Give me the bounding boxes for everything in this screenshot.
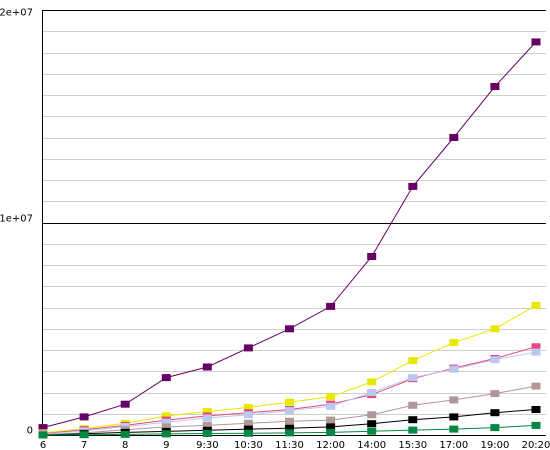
data-point	[326, 423, 336, 431]
x-tick-label: 9:30	[196, 440, 218, 450]
series-7	[38, 421, 541, 439]
data-point	[531, 421, 541, 429]
data-point	[490, 325, 500, 333]
data-point	[326, 428, 336, 436]
data-point	[79, 413, 89, 421]
data-point	[408, 401, 418, 409]
data-point	[408, 374, 418, 382]
x-tick-label: 19:00	[481, 440, 510, 450]
data-point	[38, 431, 48, 439]
data-point	[367, 420, 377, 428]
x-tick-label: 7	[81, 440, 87, 450]
data-point	[531, 38, 541, 46]
data-point	[285, 407, 294, 415]
x-tick-label: 20:20	[522, 440, 550, 450]
x-tick-label: 11:30	[275, 440, 304, 450]
data-point	[161, 374, 171, 382]
data-point	[243, 411, 253, 419]
data-point	[531, 382, 541, 390]
data-point	[161, 418, 171, 426]
data-point	[367, 389, 377, 396]
data-point	[449, 339, 459, 347]
data-point	[202, 430, 212, 437]
data-point	[38, 424, 48, 432]
data-point	[326, 416, 336, 424]
data-point	[408, 182, 418, 190]
data-point	[202, 421, 212, 429]
data-point	[408, 426, 418, 434]
series-4	[38, 348, 541, 438]
data-point	[202, 414, 212, 422]
y-tick-label: 0	[27, 426, 33, 437]
y-tick-label: 1e+07	[0, 214, 33, 225]
data-point	[449, 365, 459, 373]
data-point	[243, 344, 253, 352]
data-point	[531, 343, 541, 351]
x-tick-label: 6	[40, 440, 46, 450]
data-point	[285, 424, 294, 432]
data-point	[161, 423, 171, 431]
data-point	[408, 416, 418, 424]
data-point	[449, 134, 459, 141]
data-point	[120, 400, 130, 408]
data-point	[79, 431, 89, 439]
series-line	[42, 41, 537, 429]
data-point	[326, 393, 336, 401]
data-point	[490, 409, 500, 417]
data-point	[367, 411, 377, 419]
data-point	[367, 378, 377, 386]
data-point	[285, 325, 294, 333]
data-point	[243, 419, 253, 427]
data-point	[449, 425, 459, 433]
series-group	[38, 38, 541, 439]
data-point	[531, 406, 541, 413]
x-tick-label: 17:00	[439, 440, 468, 450]
x-axis-tick-labels: 6 7 8 9 9:30 10:30 11:30 12:00 14:00 15:30 17:00 19…	[40, 440, 550, 450]
data-point	[285, 398, 294, 406]
y-axis-tick-labels: 0 1e+07 2e+07	[0, 8, 33, 437]
data-point	[490, 390, 500, 398]
gridlines	[43, 10, 546, 415]
x-tick-label: 12:00	[316, 440, 345, 450]
data-point	[531, 301, 541, 309]
x-tick-label: 14:00	[357, 440, 386, 450]
x-tick-label: 10:30	[234, 440, 263, 450]
data-point	[202, 408, 212, 416]
data-point	[285, 417, 294, 425]
x-tick-label: 9	[163, 440, 169, 450]
data-point	[449, 396, 459, 404]
series-1	[38, 38, 541, 432]
data-point	[326, 402, 336, 410]
data-point	[243, 425, 253, 433]
y-tick-label: 2e+07	[0, 8, 33, 19]
x-tick-label: 15:30	[398, 440, 427, 450]
data-point	[243, 403, 253, 411]
data-point	[490, 83, 500, 90]
data-point	[243, 429, 253, 437]
data-point	[326, 302, 336, 310]
data-point	[161, 412, 171, 420]
data-point	[490, 424, 500, 432]
data-point	[367, 427, 377, 435]
data-point	[367, 253, 377, 260]
data-point	[285, 429, 294, 437]
data-point	[449, 413, 459, 421]
x-tick-label: 8	[122, 440, 128, 450]
data-point	[161, 430, 171, 438]
data-point	[408, 357, 418, 365]
data-point	[202, 363, 212, 371]
data-point	[531, 348, 541, 356]
data-point	[490, 356, 500, 364]
data-point	[120, 430, 130, 438]
